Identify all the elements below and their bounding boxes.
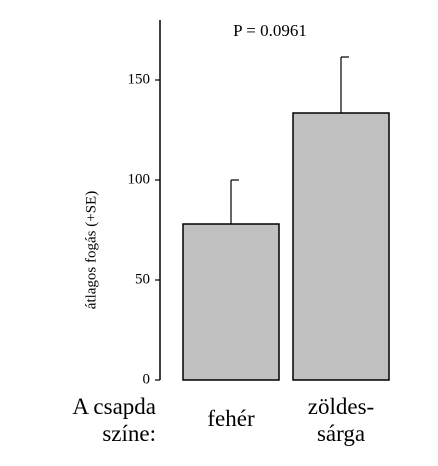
x-tick-label: fehér: [207, 406, 255, 431]
y-axis-label: átlagos fogás (+SE): [83, 191, 99, 309]
y-tick-label: 150: [128, 71, 151, 87]
y-tick-label: 100: [128, 171, 151, 187]
x-axis-label: A csapda színe:: [72, 394, 156, 446]
bar: [182, 223, 280, 381]
y-tick-label: 0: [143, 371, 151, 387]
x-tick-label: zöldes- sárga: [307, 394, 375, 446]
y-tick-label: 50: [135, 271, 150, 287]
annotation: P = 0.0961: [233, 21, 307, 40]
bar: [292, 112, 390, 381]
